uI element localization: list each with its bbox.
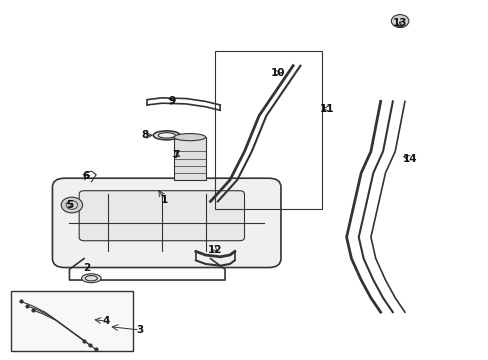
Circle shape	[390, 15, 408, 27]
Circle shape	[61, 197, 82, 213]
Text: 13: 13	[392, 18, 407, 28]
Text: 5: 5	[66, 200, 73, 210]
Text: 8: 8	[141, 130, 148, 140]
Text: 11: 11	[319, 104, 334, 113]
Ellipse shape	[158, 133, 175, 138]
FancyBboxPatch shape	[52, 178, 281, 267]
Text: 9: 9	[168, 96, 175, 107]
Text: 14: 14	[402, 154, 416, 163]
Bar	[215, 51, 322, 208]
Text: 3: 3	[136, 325, 143, 335]
Text: 12: 12	[208, 245, 222, 255]
Text: 1: 1	[161, 195, 167, 204]
Text: 7: 7	[172, 150, 180, 160]
Bar	[11, 291, 132, 351]
Text: 4: 4	[102, 316, 109, 326]
Ellipse shape	[174, 134, 205, 141]
Ellipse shape	[153, 131, 180, 140]
Text: 6: 6	[82, 171, 90, 181]
Text: 2: 2	[82, 262, 90, 273]
FancyBboxPatch shape	[79, 191, 244, 241]
Text: 10: 10	[271, 68, 285, 78]
Bar	[174, 137, 205, 180]
Ellipse shape	[81, 274, 101, 283]
